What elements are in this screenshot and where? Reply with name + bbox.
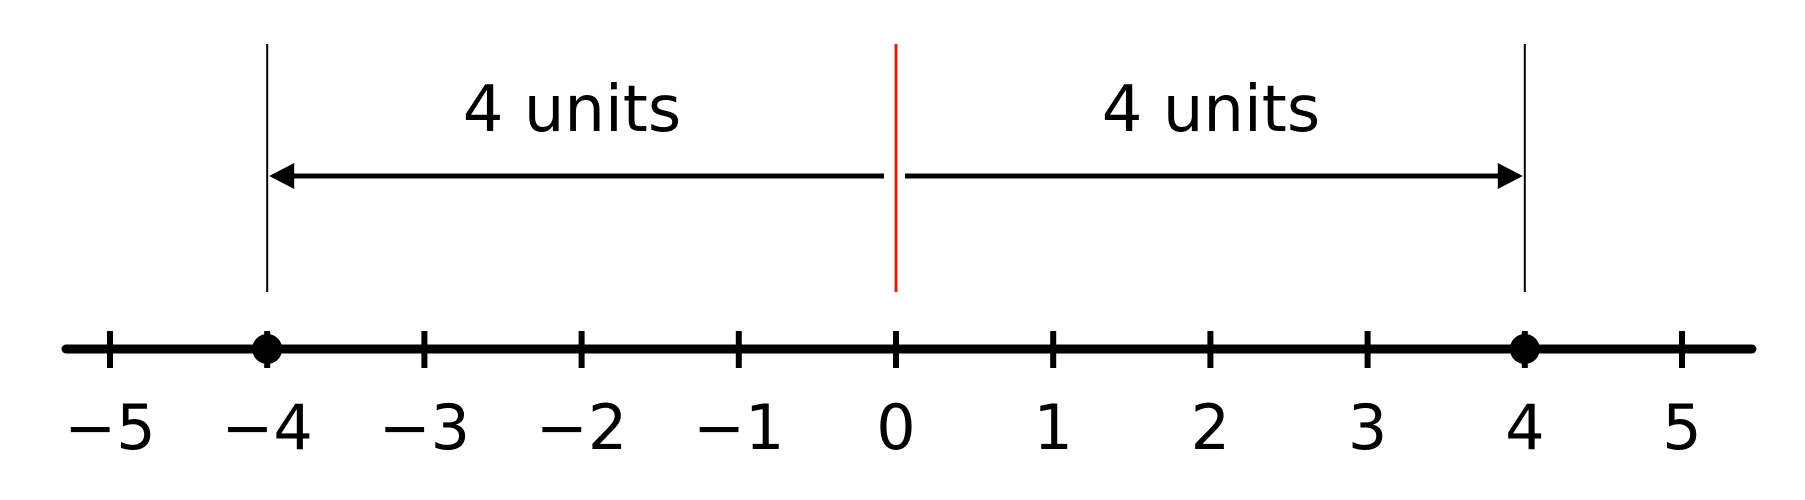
tick-label: 0 xyxy=(876,391,915,464)
left-arrowhead-icon xyxy=(269,163,295,189)
tick-label: −1 xyxy=(693,391,784,464)
plotted-point xyxy=(252,334,283,364)
tick-label: −2 xyxy=(536,391,627,464)
tick-label: −5 xyxy=(64,391,155,464)
plotted-point xyxy=(1509,334,1540,364)
left-distance-label: 4 units xyxy=(463,73,681,147)
tick-label: 2 xyxy=(1191,391,1230,464)
tick-label: −3 xyxy=(379,391,470,464)
tick-label: −4 xyxy=(221,391,312,464)
right-arrowhead-icon xyxy=(1497,163,1523,189)
tick-label: 5 xyxy=(1662,391,1701,464)
tick-label: 4 xyxy=(1505,391,1544,464)
right-distance-label: 4 units xyxy=(1102,73,1320,147)
tick-label: 3 xyxy=(1348,391,1387,464)
tick-label: 1 xyxy=(1033,391,1072,464)
